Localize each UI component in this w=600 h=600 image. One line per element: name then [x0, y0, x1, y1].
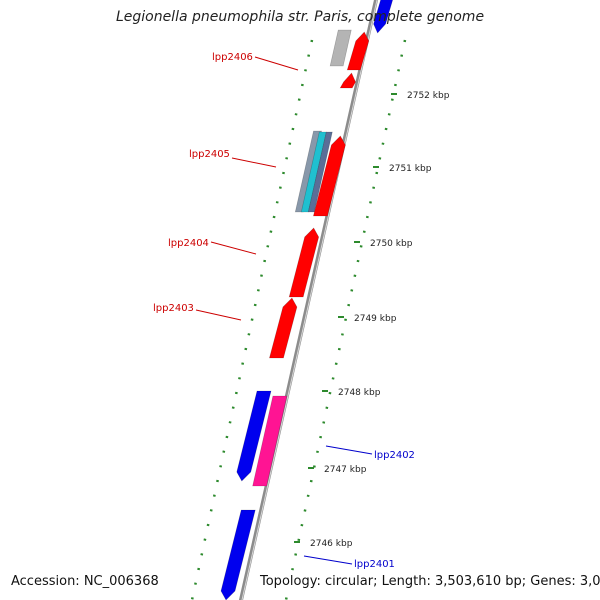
gene-block-top-blue: [373, 0, 393, 34]
dotted-guide-inner: [190, 39, 314, 600]
gene-label-leader: [303, 555, 353, 565]
ruler-tick-label: 2751 kbp: [389, 164, 432, 174]
gene-label-lpp2403: lpp2403: [153, 303, 194, 314]
ruler-ticks: 2746 kbp 2747 kbp 2748 kbp 2749 kbp 2750 kbp…: [294, 91, 450, 549]
gene-label-leader: [195, 309, 242, 321]
accession-text: Accession: NC_006368: [9, 574, 161, 589]
gene-block-lpp2405: [313, 135, 346, 217]
ruler-tick-label: 2747 kbp: [324, 465, 367, 475]
gene-label-lpp2404: lpp2404: [168, 238, 209, 249]
map-title: Legionella pneumophila str. Paris, compl…: [115, 9, 485, 25]
gene-label-leader: [210, 241, 257, 255]
backbone-highlight: [241, 0, 378, 600]
gene-block-lpp2402-pink: [252, 395, 288, 487]
gene-labels: lpp2406 lpp2405 lpp2404 lpp2403 lpp2402 lpp24…: [153, 52, 415, 570]
gene-block-lpp2403: [269, 297, 298, 359]
backbone-line: [238, 0, 379, 600]
dotted-guide-outer: [284, 39, 407, 600]
gene-block-lpp2406: [346, 31, 370, 71]
gene-block-slate: [307, 131, 333, 213]
gene-features: [220, 0, 393, 600]
gene-block-lpp2404: [288, 227, 320, 298]
gene-label-lpp2401: lpp2401: [354, 559, 395, 570]
ruler-tick-label: 2750 kbp: [370, 239, 413, 249]
gene-label-lpp2406: lpp2406: [212, 52, 253, 63]
gene-block-gray-top: [329, 29, 352, 67]
gene-label-leader: [231, 157, 277, 168]
dotted-guide-lines: [190, 39, 407, 600]
gene-block-lpp2401: [220, 509, 256, 600]
gene-label-leader: [254, 56, 299, 71]
ruler-tick-label: 2752 kbp: [407, 91, 450, 101]
gene-label-leader: [325, 445, 373, 455]
gene-block-lpp2402-blue: [236, 390, 272, 482]
genome-summary-text: Topology: circular; Length: 3,503,610 bp…: [258, 574, 600, 589]
gene-block-small-red: [339, 72, 356, 89]
ruler-tick-label: 2746 kbp: [310, 539, 353, 549]
sequence-backbone: [238, 0, 379, 600]
ruler-tick-label: 2748 kbp: [338, 388, 381, 398]
ruler-tick-label: 2749 kbp: [354, 314, 397, 324]
gene-label-lpp2402: lpp2402: [374, 450, 415, 461]
gene-label-lpp2405: lpp2405: [189, 149, 230, 160]
